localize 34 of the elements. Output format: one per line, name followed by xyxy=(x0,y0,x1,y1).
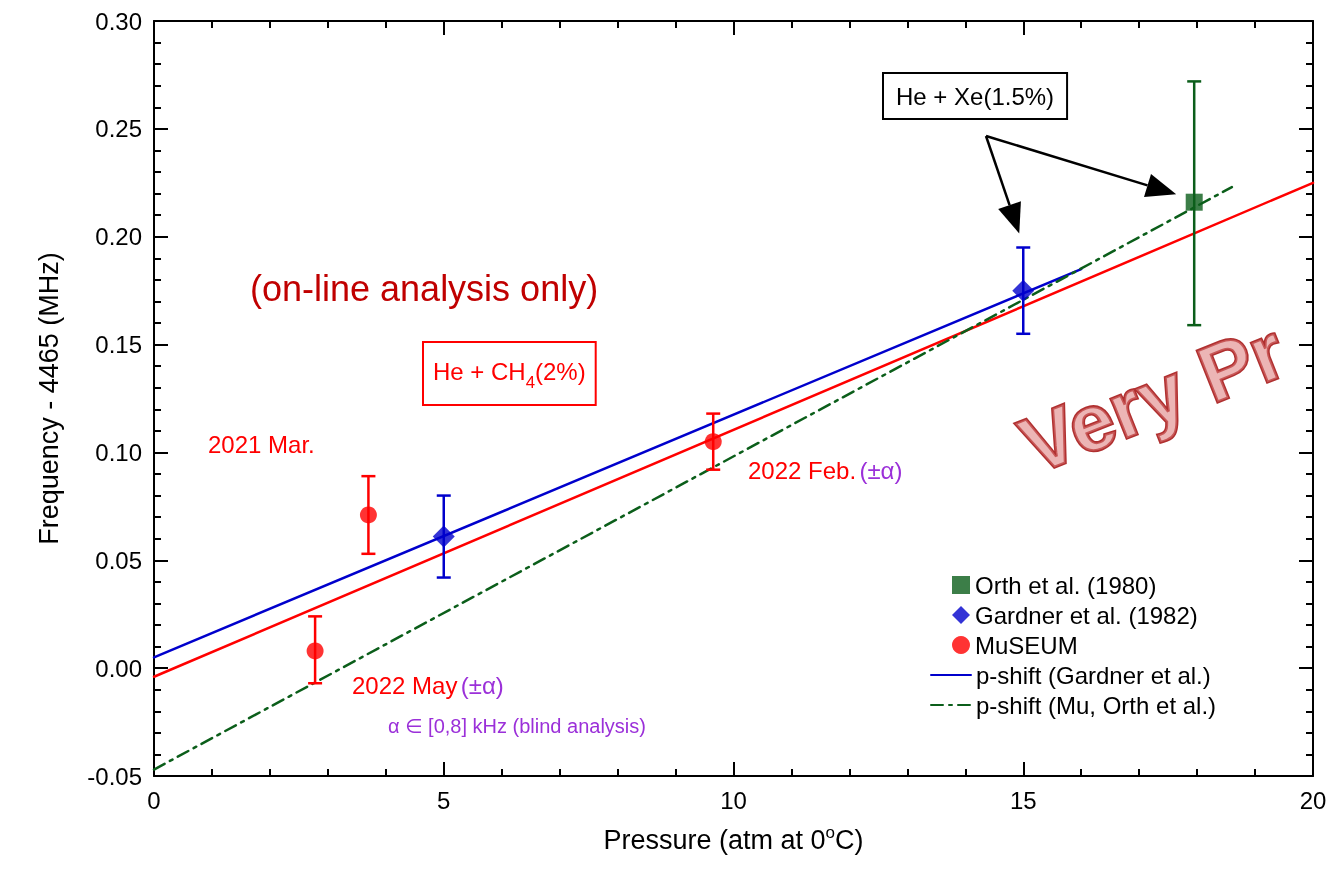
point xyxy=(704,433,722,451)
x-tick-label: 0 xyxy=(147,786,161,814)
legend-label: Gardner et al. (1982) xyxy=(975,601,1198,629)
y-tick-label: -0.05 xyxy=(87,762,142,790)
y-tick-label: 0.00 xyxy=(95,654,142,682)
annotation: 2022 May xyxy=(352,671,458,699)
y-tick-label: 0.15 xyxy=(95,331,142,359)
legend-label: MuSEUM xyxy=(975,631,1078,659)
annotation: (on-line analysis only) xyxy=(250,267,599,309)
annotation: Very Pr xyxy=(1008,305,1298,491)
legend-label: p-shift (Gardner et al.) xyxy=(976,661,1211,689)
annotation: (±α) xyxy=(859,456,903,484)
point xyxy=(432,525,455,548)
point xyxy=(359,506,377,524)
annotation: (±α) xyxy=(460,671,504,699)
annotation: 2022 Feb. xyxy=(748,456,857,484)
annotation: α ∈ [0,8] kHz (blind analysis) xyxy=(388,715,646,737)
x-tick-label: 5 xyxy=(437,786,451,814)
point xyxy=(306,642,324,660)
y-tick-label: 0.20 xyxy=(95,223,142,251)
legend-label: p-shift (Mu, Orth et al.) xyxy=(976,691,1217,719)
x-tick-label: 20 xyxy=(1299,786,1327,814)
x-tick-label: 10 xyxy=(720,786,747,814)
point xyxy=(1012,279,1035,302)
annotation: 2021 Mar. xyxy=(208,430,315,458)
legend-label: Orth et al. (1980) xyxy=(975,571,1157,599)
y-axis-title: Frequency - 4465 (MHz) xyxy=(33,252,64,545)
x-tick-label: 15 xyxy=(1009,786,1037,814)
y-tick-label: 0.25 xyxy=(95,115,142,143)
y-tick-label: 0.30 xyxy=(95,7,142,35)
point xyxy=(1185,193,1203,211)
y-tick-label: 0.10 xyxy=(95,438,142,466)
y-tick-label: 0.05 xyxy=(95,546,142,574)
annotation: He + Xe(1.5%) xyxy=(896,82,1055,110)
